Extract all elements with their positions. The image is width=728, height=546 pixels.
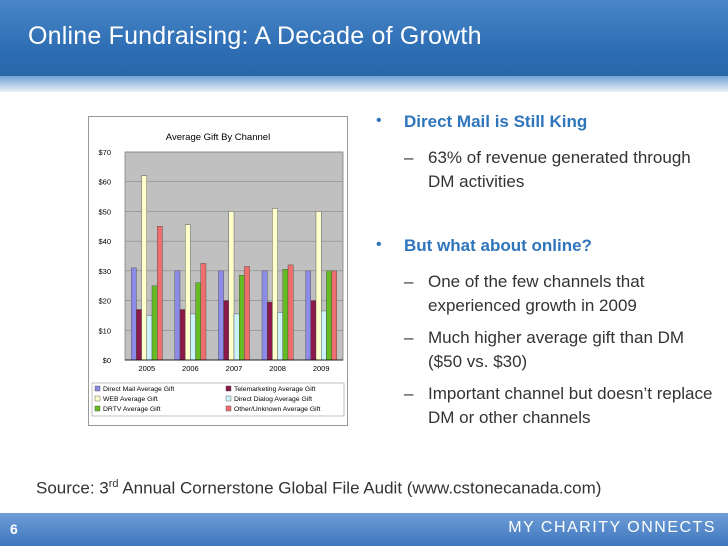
dash-icon: – <box>404 384 414 403</box>
x-tick-label: 2005 <box>138 364 155 373</box>
bar <box>238 275 245 361</box>
legend-label: Other/Unknown Average Gift <box>234 406 321 413</box>
y-tick-label: $40 <box>98 237 111 246</box>
bar <box>195 282 201 361</box>
sub-bullet-text: One of the few channels that experienced… <box>428 272 645 315</box>
slide-header: Online Fundraising: A Decade of Growth <box>0 0 728 92</box>
source-prefix: Source: 3 <box>36 478 109 498</box>
bar <box>136 309 142 361</box>
bar <box>282 269 289 361</box>
legend-label: Telemarketing Average Gift <box>234 386 316 393</box>
y-tick-label: $10 <box>98 326 111 335</box>
source-rest: Annual Cornerstone Global File Audit (ww… <box>118 478 602 498</box>
bar <box>184 224 191 361</box>
y-tick-label: $30 <box>98 267 111 276</box>
bar <box>233 313 240 361</box>
y-tick-label: $0 <box>103 356 111 365</box>
dash-icon: – <box>404 328 414 347</box>
legend-label: Direct Mail Average Gift <box>103 386 174 393</box>
y-tick-label: $20 <box>98 297 111 306</box>
dash-icon: – <box>404 272 414 291</box>
bar <box>277 312 284 361</box>
bar <box>141 175 147 361</box>
legend-swatch <box>225 405 232 412</box>
sub-bullet-text: Important channel but doesn’t replace DM… <box>428 384 713 427</box>
x-tick-label: 2006 <box>182 364 199 373</box>
chart-title: Average Gift By Channel <box>166 132 270 143</box>
bar <box>179 309 186 361</box>
bar-chart: Average Gift By Channel $0 $10 $20 $30 $40 $50… <box>88 116 348 426</box>
bar <box>261 270 268 361</box>
chart-svg: Average Gift By Channel $0 $10 $20 $30 $40 $50… <box>91 132 345 417</box>
bullet-dot-icon: • <box>376 236 382 253</box>
source-superscript: rd <box>108 478 119 490</box>
sub-bullet-text: Much higher average gift than DM ($50 vs… <box>428 328 685 371</box>
y-tick-label: $60 <box>98 178 111 187</box>
y-tick-label: $70 <box>98 148 111 157</box>
bullet-heading: Direct Mail is Still King <box>404 112 588 131</box>
bar <box>320 310 327 361</box>
slide-title: Online Fundraising: A Decade of Growth <box>28 22 482 50</box>
bar <box>244 266 250 361</box>
bar <box>174 270 181 361</box>
brand-logo: MY CHARITY ONNECTS <box>508 519 716 536</box>
bar <box>146 315 153 361</box>
source-citation: Source: 3rd Annual Cornerstone Global Fi… <box>36 478 601 499</box>
bar <box>315 211 322 361</box>
x-tick-label: 2009 <box>313 364 330 373</box>
bar <box>287 264 294 361</box>
bar <box>151 285 158 361</box>
sub-bullet-text: 63% of revenue generated through DM acti… <box>428 148 691 191</box>
x-tick-label: 2008 <box>269 364 286 373</box>
bar <box>223 300 230 361</box>
header-divider <box>0 76 728 92</box>
bar <box>190 313 196 361</box>
legend-swatch <box>94 405 101 412</box>
bar <box>310 300 317 361</box>
legend-swatch <box>94 395 101 402</box>
bar <box>272 208 278 361</box>
bullet-dot-icon: • <box>376 112 382 129</box>
legend-label: Direct Dialog Average Gift <box>234 396 312 403</box>
y-tick-label: $50 <box>98 207 111 216</box>
bar <box>218 270 224 361</box>
page-number: 6 <box>10 521 18 537</box>
bar <box>228 211 235 361</box>
bar <box>156 226 163 361</box>
legend-swatch <box>94 385 101 392</box>
legend-label: DRTV Average Gift <box>103 406 161 413</box>
legend-swatch <box>225 385 232 392</box>
bar <box>305 270 312 361</box>
x-tick-label: 2007 <box>226 364 243 373</box>
legend-label: WEB Average Gift <box>103 396 158 403</box>
bar <box>331 270 338 361</box>
bar <box>200 263 207 361</box>
legend-swatch <box>225 395 232 402</box>
legend-box <box>91 382 345 417</box>
slide-footer: 6 MY CHARITY ONNECTS <box>0 513 728 546</box>
bullet-heading: But what about online? <box>404 236 592 255</box>
bar <box>131 267 137 361</box>
bar <box>266 301 273 361</box>
bar <box>326 270 332 361</box>
dash-icon: – <box>404 148 414 167</box>
